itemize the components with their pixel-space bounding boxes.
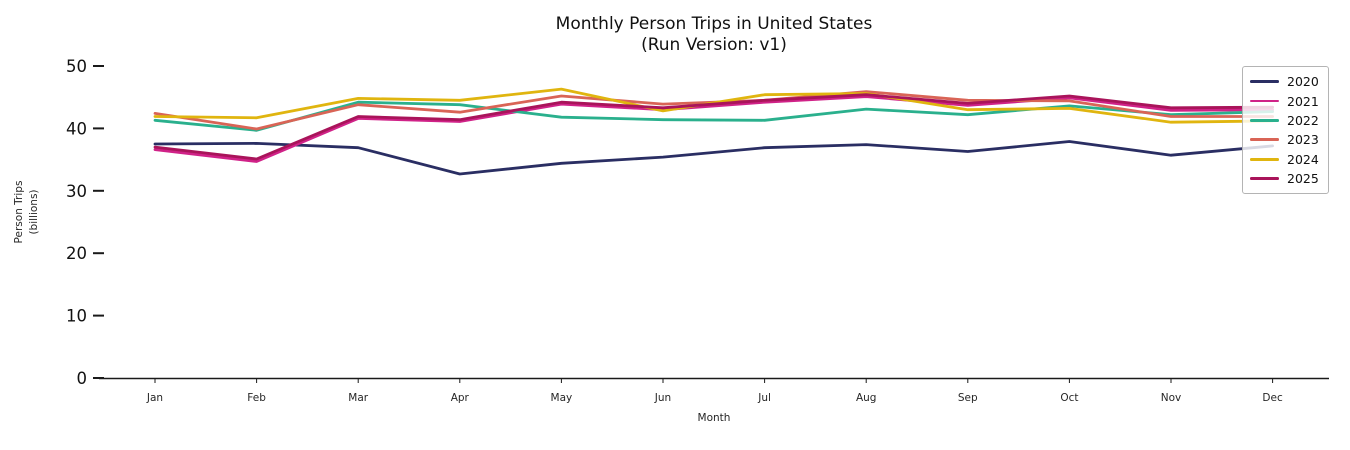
legend-swatch-2022 [1250, 119, 1279, 122]
legend-box: 2020 2021 2022 2023 2024 2025 [1242, 66, 1329, 195]
x-tick-label: Nov [1161, 392, 1182, 404]
legend-item-2021: 2021 [1250, 91, 1319, 110]
x-tick-label: Jun [654, 392, 671, 404]
legend-swatch-2024 [1250, 157, 1279, 161]
series-line-2022 [153, 100, 1274, 132]
legend-label-2020: 2020 [1287, 74, 1319, 90]
x-tick-label: May [551, 392, 573, 404]
legend-swatch-2023 [1250, 138, 1279, 142]
legend-label-2021: 2021 [1287, 93, 1319, 109]
legend-swatch-2020 [1250, 80, 1279, 84]
x-tick-label: Mar [348, 392, 368, 404]
y-tick-label: 30 [66, 182, 87, 201]
legend-item-2025: 2025 [1250, 169, 1319, 188]
y-tick-label: 10 [66, 307, 87, 326]
legend-item-2023: 2023 [1250, 130, 1319, 149]
y-tick-label: 40 [66, 119, 87, 138]
chart-title: Monthly Person Trips in United States (R… [99, 14, 1329, 57]
legend-label-2022: 2022 [1287, 112, 1319, 128]
y-axis-label-line1: Person Trips [13, 180, 25, 244]
series-line-2020 [153, 140, 1274, 176]
chart-title-line2: (Run Version: v1) [641, 35, 787, 56]
legend-label-2025: 2025 [1287, 171, 1319, 187]
legend-item-2022: 2022 [1250, 111, 1319, 130]
y-axis-label-line2: (billions) [27, 189, 40, 235]
legend-label-2023: 2023 [1287, 132, 1319, 148]
legend-swatch-2021 [1250, 99, 1279, 103]
x-tick-label: Jan [146, 392, 163, 404]
legend-item-2024: 2024 [1250, 150, 1319, 169]
y-tick-label: 50 [66, 57, 87, 76]
x-tick-label: Aug [856, 392, 877, 404]
x-tick-label: Feb [247, 392, 266, 404]
x-tick-label: Oct [1060, 392, 1078, 404]
x-tick-label: Dec [1262, 392, 1283, 404]
x-tick-label: Sep [958, 392, 978, 404]
series-line-2021 [153, 95, 1274, 163]
y-tick-label: 0 [77, 369, 88, 388]
x-axis-label: Month [697, 412, 731, 424]
chart-title-line1: Monthly Person Trips in United States [555, 14, 873, 34]
y-tick-label: 20 [66, 244, 87, 263]
legend-swatch-2025 [1250, 177, 1279, 181]
series-line-2025 [153, 93, 1274, 161]
x-tick-label: Jul [757, 392, 771, 404]
y-axis-label: Person Trips (billions) [12, 154, 52, 270]
legend-label-2024: 2024 [1287, 151, 1319, 167]
legend-item-2020: 2020 [1250, 72, 1319, 91]
x-tick-label: Apr [451, 392, 470, 404]
